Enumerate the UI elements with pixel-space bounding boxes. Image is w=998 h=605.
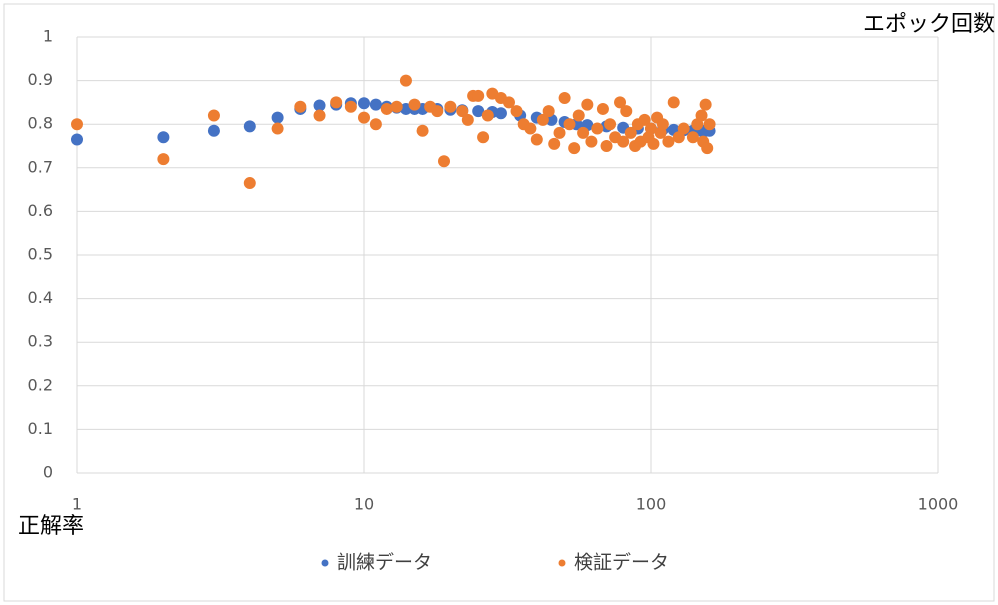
data-point <box>369 118 382 131</box>
data-point <box>444 100 457 113</box>
data-point <box>558 92 571 105</box>
data-point <box>585 135 598 148</box>
legend-marker <box>558 559 566 567</box>
data-point <box>617 135 630 148</box>
data-point <box>662 135 675 148</box>
data-point <box>271 122 284 135</box>
data-point <box>703 118 716 131</box>
data-point <box>553 126 566 139</box>
data-point <box>358 111 370 124</box>
y-tick-label: 0.6 <box>28 201 53 220</box>
data-point <box>344 100 357 113</box>
data-point <box>563 118 576 131</box>
data-point <box>157 153 170 166</box>
data-point <box>604 118 617 131</box>
data-point <box>71 118 83 131</box>
x-tick-label: 100 <box>636 495 667 514</box>
data-point <box>596 102 609 115</box>
y-tick-label: 0 <box>43 463 53 482</box>
data-point <box>461 113 474 126</box>
data-point <box>542 105 555 118</box>
data-point <box>638 113 651 126</box>
x-axis-title: エポック回数 <box>863 12 995 37</box>
data-point <box>656 118 669 131</box>
data-point <box>243 177 256 190</box>
data-point <box>614 96 627 109</box>
data-point <box>71 133 83 146</box>
data-point <box>313 99 326 112</box>
data-point <box>157 131 170 144</box>
data-point <box>472 105 485 118</box>
data-point <box>536 113 549 126</box>
data-point <box>568 142 581 155</box>
data-point <box>572 109 585 122</box>
data-point <box>380 102 393 115</box>
data-point <box>686 131 699 144</box>
x-tick-label: 10 <box>354 495 374 514</box>
data-point <box>699 98 712 111</box>
y-tick-label: 1 <box>43 27 53 46</box>
data-point <box>548 137 561 150</box>
data-point <box>369 98 382 111</box>
data-point <box>271 111 284 124</box>
data-point <box>390 100 403 113</box>
data-point <box>624 126 637 139</box>
data-point <box>645 122 657 135</box>
data-point <box>524 122 537 135</box>
data-point <box>399 74 412 87</box>
data-point <box>695 109 708 122</box>
y-tick-label: 0.4 <box>28 288 53 307</box>
data-point <box>701 142 714 155</box>
data-point <box>207 109 220 122</box>
data-point <box>577 126 590 139</box>
legend-label: 訓練データ <box>337 552 432 574</box>
y-tick-label: 0.7 <box>28 157 53 176</box>
data-point <box>431 105 444 118</box>
data-point <box>530 133 543 146</box>
data-point <box>620 105 633 118</box>
x-tick-label: 1000 <box>918 495 959 514</box>
y-tick-label: 0.3 <box>28 332 53 351</box>
data-point <box>600 140 613 152</box>
legend-marker <box>321 559 329 567</box>
data-point <box>408 98 421 111</box>
y-axis-title: 正解率 <box>18 514 84 539</box>
data-point <box>477 131 490 144</box>
data-point <box>481 109 494 122</box>
data-point <box>313 109 326 122</box>
y-tick-label: 0.5 <box>28 245 53 264</box>
data-point <box>510 105 523 118</box>
data-point <box>667 96 680 109</box>
y-tick-label: 0.9 <box>28 70 53 89</box>
data-point <box>438 155 451 168</box>
data-point <box>472 89 485 102</box>
data-point <box>672 131 685 144</box>
x-tick-label: 1 <box>72 495 82 514</box>
data-point <box>330 96 343 109</box>
data-point <box>207 124 220 137</box>
data-point <box>591 122 604 135</box>
y-tick-label: 0.8 <box>28 114 53 133</box>
data-point <box>677 122 690 135</box>
y-tick-label: 0.2 <box>28 375 53 394</box>
data-point <box>502 96 515 109</box>
data-point <box>581 98 594 111</box>
data-point <box>647 137 660 150</box>
data-point <box>294 100 307 113</box>
data-point <box>243 120 256 133</box>
data-point <box>494 107 507 120</box>
data-point <box>416 124 429 137</box>
legend-label: 検証データ <box>574 552 669 574</box>
y-tick-label: 0.1 <box>28 419 53 438</box>
data-point <box>358 97 370 110</box>
data-point <box>456 105 469 118</box>
